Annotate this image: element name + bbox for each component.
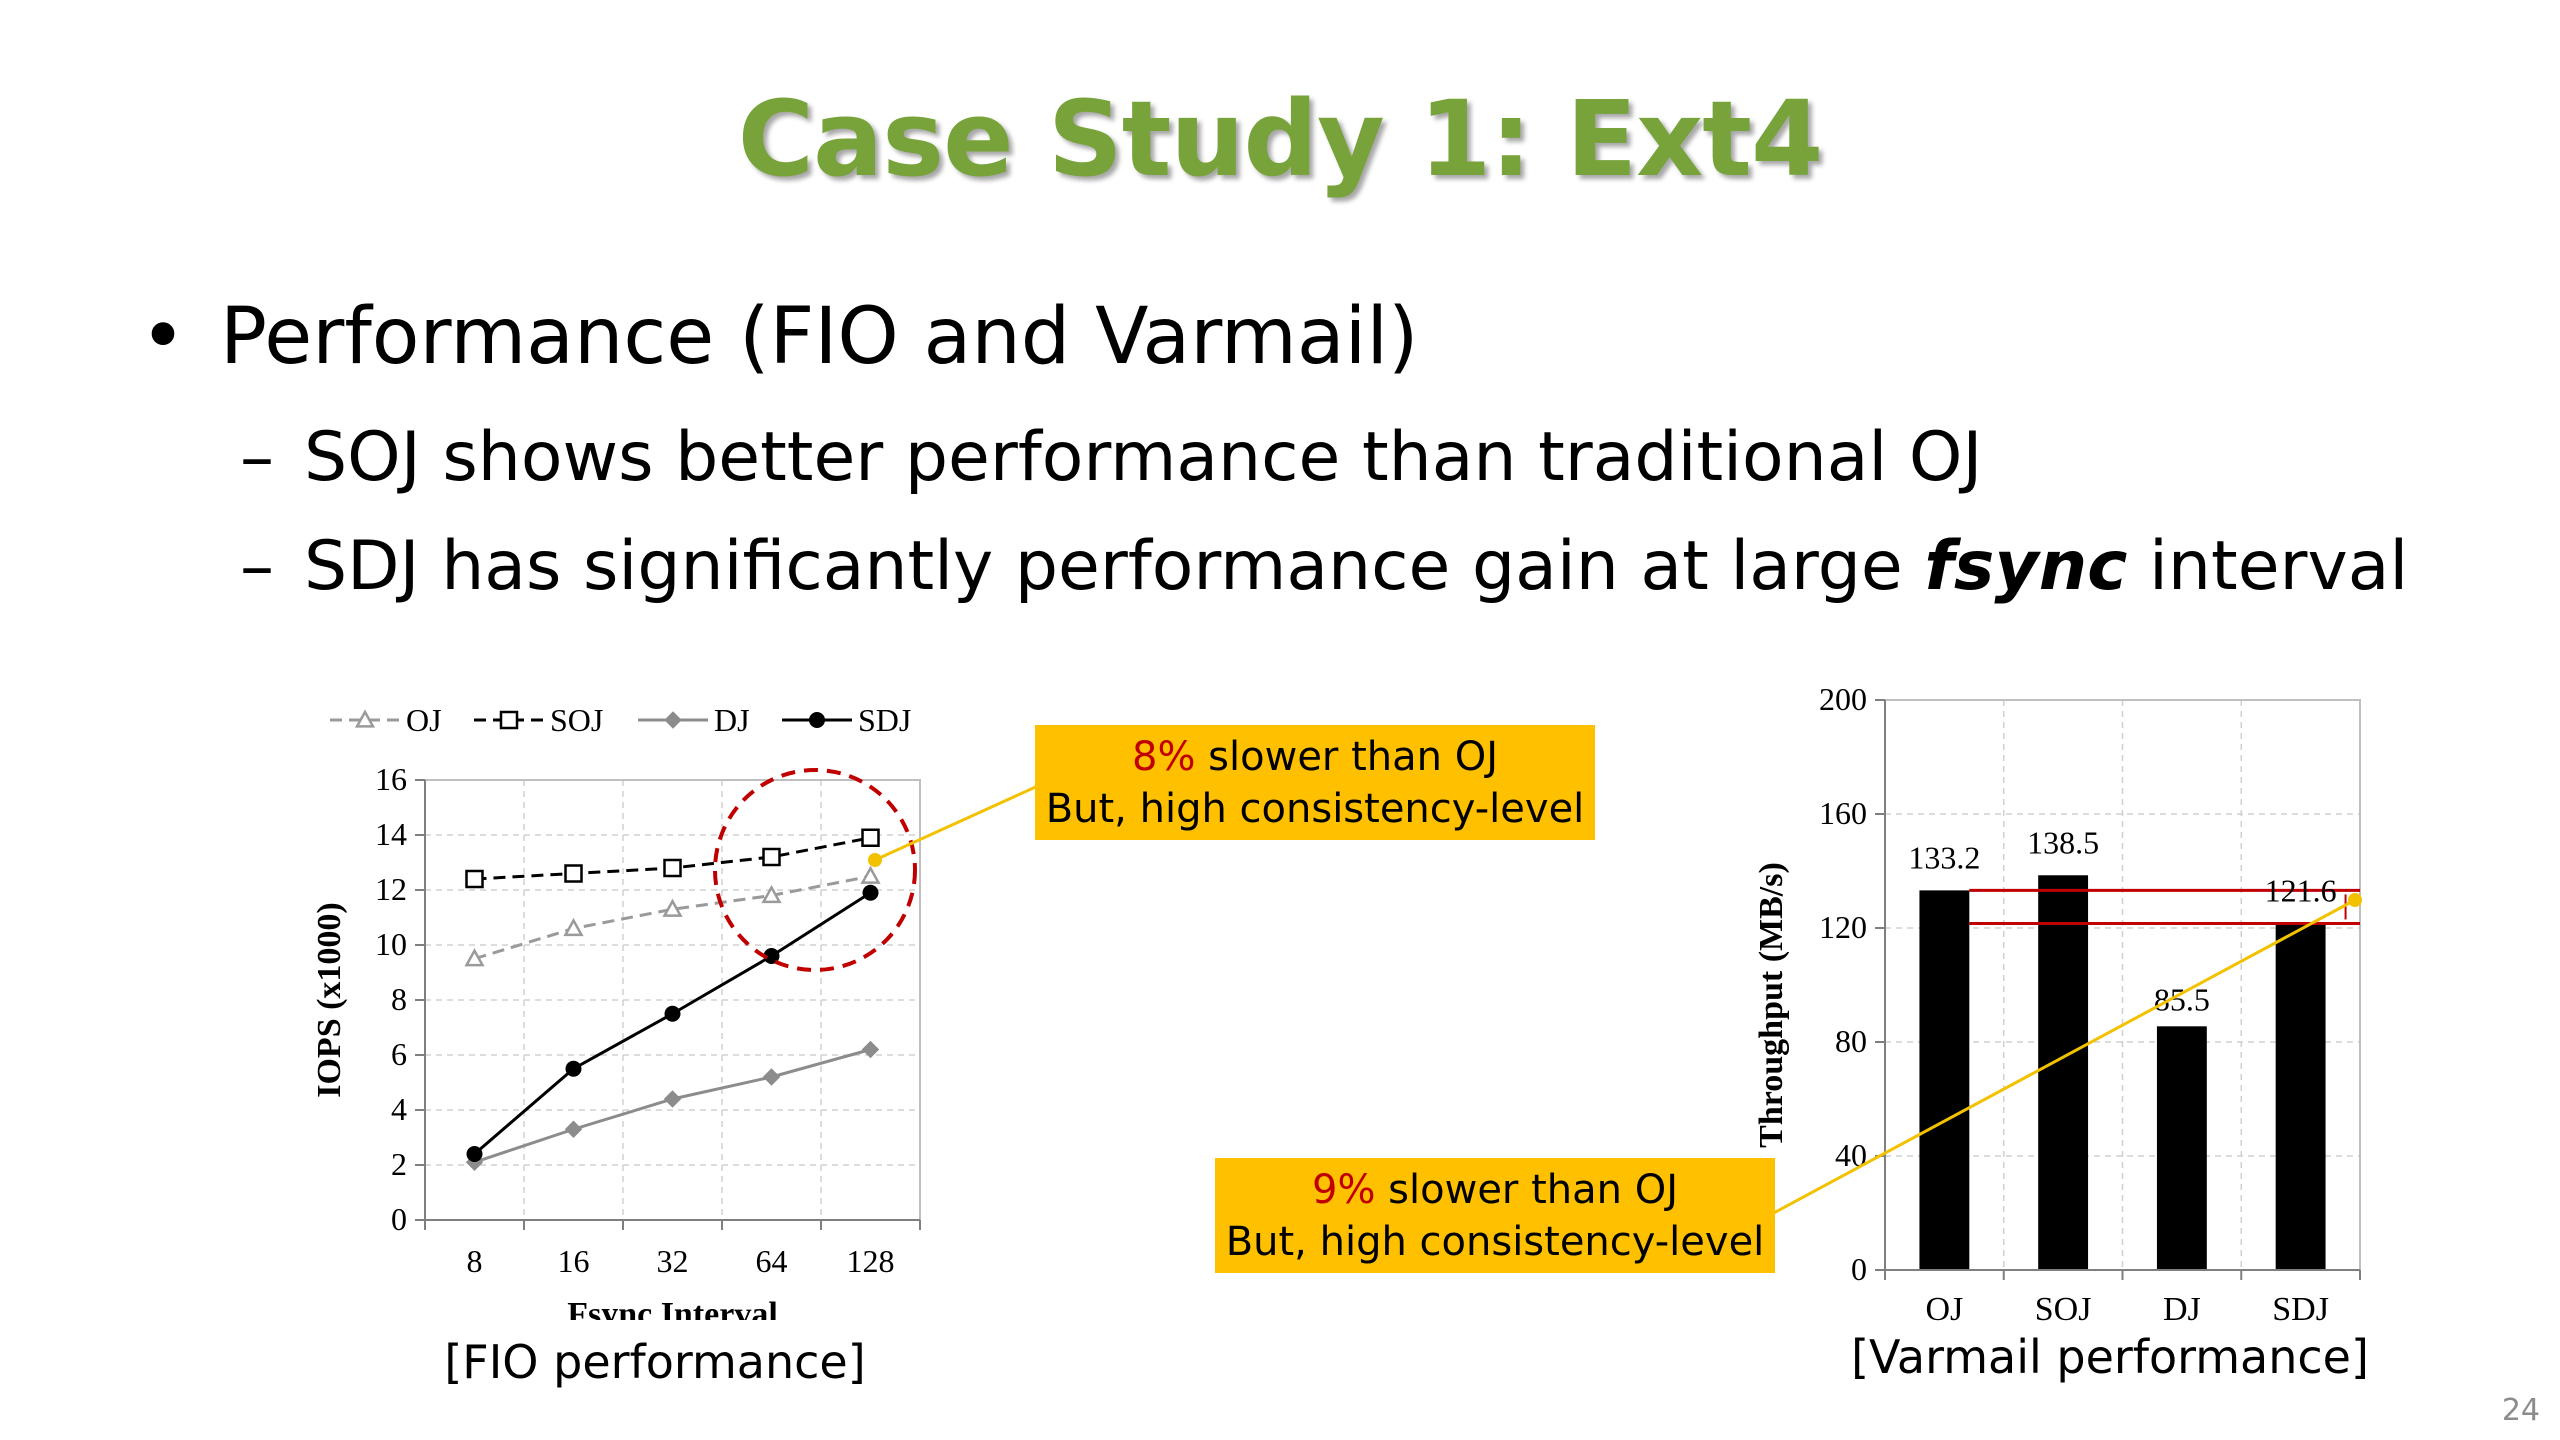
fio-y-tick-label: 8 — [391, 981, 407, 1017]
bullet-performance: • Performance (FIO and Varmail) — [140, 292, 1418, 382]
bar-oj — [1919, 890, 1970, 1270]
varmail-callout-line2: But, high consistency-level — [1225, 1219, 1765, 1265]
data-label-oj: 133.2 — [1908, 839, 1980, 875]
sub-bullet-sdj-text-2: interval — [2127, 527, 2409, 606]
series-line-oj — [474, 874, 871, 961]
fio-y-tick-label: 0 — [391, 1201, 407, 1237]
fio-x-tick-label: 128 — [847, 1243, 895, 1279]
bullet-marker: • — [140, 292, 187, 382]
data-point-dj — [663, 1090, 682, 1108]
var-y-tick-label: 160 — [1819, 795, 1867, 831]
legend-marker-dj — [664, 711, 682, 729]
fio-y-axis-title: IOPS (x1000) — [311, 902, 348, 1098]
varmail-callout-line1: slower than OJ — [1375, 1167, 1678, 1213]
fio-y-tick-label: 12 — [375, 871, 407, 907]
sub-bullet-marker: – — [240, 527, 274, 606]
data-point-oj — [662, 898, 683, 917]
var-y-tick-label: 40 — [1835, 1137, 1867, 1173]
sub-bullet-sdj-text-1: SDJ has significantly performance gain a… — [304, 527, 1925, 606]
data-point-soj — [762, 847, 781, 867]
data-point-sdj — [565, 1060, 582, 1077]
var-x-tick-label: OJ — [1925, 1291, 1963, 1328]
bar-soj — [2038, 875, 2089, 1270]
legend-label-oj: OJ — [406, 702, 442, 738]
var-y-tick-label: 0 — [1851, 1251, 1867, 1287]
bar-dj — [2156, 1026, 2207, 1270]
bar-sdj — [2275, 923, 2326, 1270]
fio-line-chart: OJ SOJ DJ SDJ 0 2 4 6 8 10 12 14 16 8 16 32 64 128 Fsync … — [311, 702, 921, 1320]
data-point-oj — [464, 948, 485, 967]
sub-bullet-soj-text: SOJ shows better performance than tradit… — [304, 418, 1983, 497]
fio-x-tick-label: 16 — [558, 1243, 590, 1279]
fio-callout: 8% slower than OJ But, high consistency-… — [1035, 725, 1595, 840]
data-point-oj — [860, 865, 881, 884]
fio-y-tick-label: 4 — [391, 1091, 407, 1127]
legend-label-soj: SOJ — [550, 702, 603, 738]
data-point-sdj — [763, 948, 780, 964]
sub-bullet-soj: – SOJ shows better performance than tradi… — [240, 418, 1982, 497]
fio-callout-line2: But, high consistency-level — [1045, 786, 1585, 832]
data-point-sdj — [466, 1146, 483, 1162]
highlight-circle — [713, 768, 917, 972]
data-point-sdj — [862, 884, 879, 901]
var-x-tick-label: DJ — [2163, 1291, 2201, 1328]
fio-y-tick-label: 10 — [375, 926, 407, 962]
fio-y-tick-label: 6 — [391, 1036, 407, 1072]
fio-y-tick-label: 16 — [375, 761, 407, 797]
varmail-bar-chart: 0 40 80 120 160 200 133.2 138.5 85.5 121.6 OJ SOJ DJ… — [1753, 681, 2361, 1328]
series-line-sdj — [473, 891, 872, 1156]
data-point-dj — [564, 1120, 583, 1138]
var-x-tick-label: SDJ — [2272, 1291, 2329, 1328]
data-point-oj — [761, 884, 782, 904]
fio-caption: [FIO performance] — [444, 1335, 866, 1389]
var-y-axis-title: Throughput (MB/s) — [1753, 862, 1790, 1148]
sub-bullet-sdj-fsync: fsync — [1924, 527, 2128, 606]
var-y-tick-label: 200 — [1819, 681, 1867, 717]
var-x-tick-label: SOJ — [2035, 1291, 2092, 1328]
fio-x-tick-label: 32 — [657, 1243, 689, 1279]
varmail-callout-pct: 9% — [1312, 1167, 1376, 1213]
data-label-soj: 138.5 — [2027, 824, 2099, 860]
var-y-tick-label: 120 — [1819, 909, 1867, 945]
var-y-tick-label: 80 — [1835, 1023, 1867, 1059]
fio-y-tick-label: 2 — [391, 1146, 407, 1182]
fio-x-tick-label: 64 — [756, 1243, 788, 1279]
slide-title: Case Study 1: Ext4 — [737, 78, 1824, 200]
data-label-sdj: 121.6 — [2265, 872, 2337, 908]
legend-marker-sdj — [809, 712, 825, 728]
sub-bullet-sdj: – SDJ has significantly performance gain … — [240, 527, 2408, 606]
legend-label-sdj: SDJ — [858, 702, 911, 738]
data-point-dj — [861, 1040, 880, 1059]
legend-marker-soj — [499, 710, 519, 730]
fio-x-tick-label: 8 — [467, 1243, 483, 1279]
bullet-performance-text: Performance (FIO and Varmail) — [220, 292, 1419, 382]
data-point-oj — [563, 917, 584, 937]
data-point-soj — [663, 858, 682, 878]
data-point-soj — [465, 869, 484, 889]
data-point-soj — [861, 828, 880, 847]
legend-label-dj: DJ — [714, 702, 750, 738]
fio-x-axis-title: Fsync Interval — [567, 1296, 778, 1320]
data-label-dj: 85.5 — [2154, 981, 2210, 1017]
legend-marker-oj — [354, 709, 376, 728]
fio-y-tick-label: 14 — [375, 816, 407, 852]
page-number: 24 — [2501, 1393, 2540, 1428]
data-point-sdj — [664, 1005, 681, 1022]
varmail-caption: [Varmail performance] — [1851, 1330, 2369, 1384]
fio-callout-pct: 8% — [1132, 734, 1196, 780]
varmail-callout: 9% slower than OJ But, high consistency-… — [1215, 1158, 1775, 1273]
data-point-soj — [564, 864, 583, 883]
sub-bullet-marker: – — [240, 418, 274, 497]
fio-callout-line1: slower than OJ — [1195, 734, 1498, 780]
data-point-dj — [762, 1068, 781, 1086]
